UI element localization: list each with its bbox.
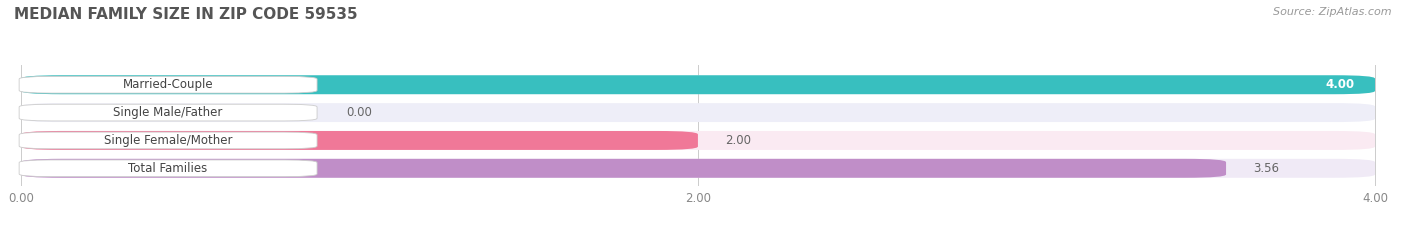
Text: Total Families: Total Families (128, 162, 208, 175)
FancyBboxPatch shape (21, 159, 1375, 178)
Text: Single Male/Father: Single Male/Father (114, 106, 222, 119)
Text: Source: ZipAtlas.com: Source: ZipAtlas.com (1274, 7, 1392, 17)
FancyBboxPatch shape (21, 159, 1226, 178)
Text: Married-Couple: Married-Couple (122, 78, 214, 91)
FancyBboxPatch shape (21, 75, 1375, 94)
FancyBboxPatch shape (21, 75, 1375, 94)
FancyBboxPatch shape (20, 76, 318, 93)
FancyBboxPatch shape (21, 131, 1375, 150)
Text: 3.56: 3.56 (1253, 162, 1279, 175)
Text: Single Female/Mother: Single Female/Mother (104, 134, 232, 147)
Text: MEDIAN FAMILY SIZE IN ZIP CODE 59535: MEDIAN FAMILY SIZE IN ZIP CODE 59535 (14, 7, 357, 22)
Text: 2.00: 2.00 (725, 134, 751, 147)
FancyBboxPatch shape (21, 131, 697, 150)
FancyBboxPatch shape (20, 132, 318, 149)
Text: 0.00: 0.00 (346, 106, 371, 119)
Text: 4.00: 4.00 (1326, 78, 1355, 91)
FancyBboxPatch shape (20, 160, 318, 177)
FancyBboxPatch shape (21, 103, 1375, 122)
FancyBboxPatch shape (20, 104, 318, 121)
